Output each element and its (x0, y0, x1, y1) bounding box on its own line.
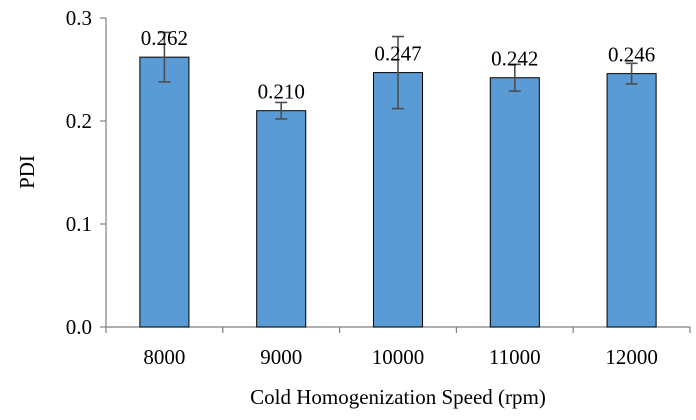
x-tick-label-9000: 9000 (260, 345, 302, 369)
x-axis-ticks: 8000 9000 10000 11000 12000 (105, 327, 691, 369)
data-label-9000: 0.210 (258, 80, 305, 104)
error-bar-12000 (625, 62, 638, 85)
data-label-12000: 0.246 (608, 43, 655, 67)
x-tick-label-12000: 12000 (605, 345, 658, 369)
y-axis-ticks: 0.0 0.1 0.2 0.3 (66, 6, 106, 339)
data-label-11000: 0.242 (491, 47, 538, 71)
error-bars (158, 31, 638, 120)
y-axis-title: PDI (15, 155, 39, 189)
bar-8000 (139, 56, 190, 328)
x-tick-label-11000: 11000 (489, 345, 541, 369)
y-tick-label: 0.2 (66, 109, 92, 133)
error-bar-8000 (158, 31, 171, 83)
x-axis-title: Cold Homogenization Speed (rpm) (250, 385, 546, 409)
bar-12000 (606, 73, 657, 328)
data-labels: 0.262 0.210 0.247 0.242 0.246 (141, 26, 655, 104)
bar-9000 (256, 110, 307, 328)
bar-11000 (489, 77, 540, 328)
x-tick-label-10000: 10000 (372, 345, 425, 369)
y-tick-label: 0.3 (66, 6, 92, 30)
data-label-10000: 0.247 (374, 42, 421, 66)
bar-10000 (372, 72, 424, 328)
y-tick-label: 0.0 (66, 315, 92, 339)
error-bar-11000 (508, 63, 521, 92)
error-bar-9000 (275, 101, 288, 120)
plot-area: 0.0 0.1 0.2 0.3 0.262 0.210 0.247 0.242 0.246 8… (66, 6, 691, 369)
data-label-8000: 0.262 (141, 26, 188, 50)
error-bar-10000 (392, 35, 404, 110)
y-tick-label: 0.1 (66, 212, 92, 236)
x-tick-label-8000: 8000 (143, 345, 185, 369)
